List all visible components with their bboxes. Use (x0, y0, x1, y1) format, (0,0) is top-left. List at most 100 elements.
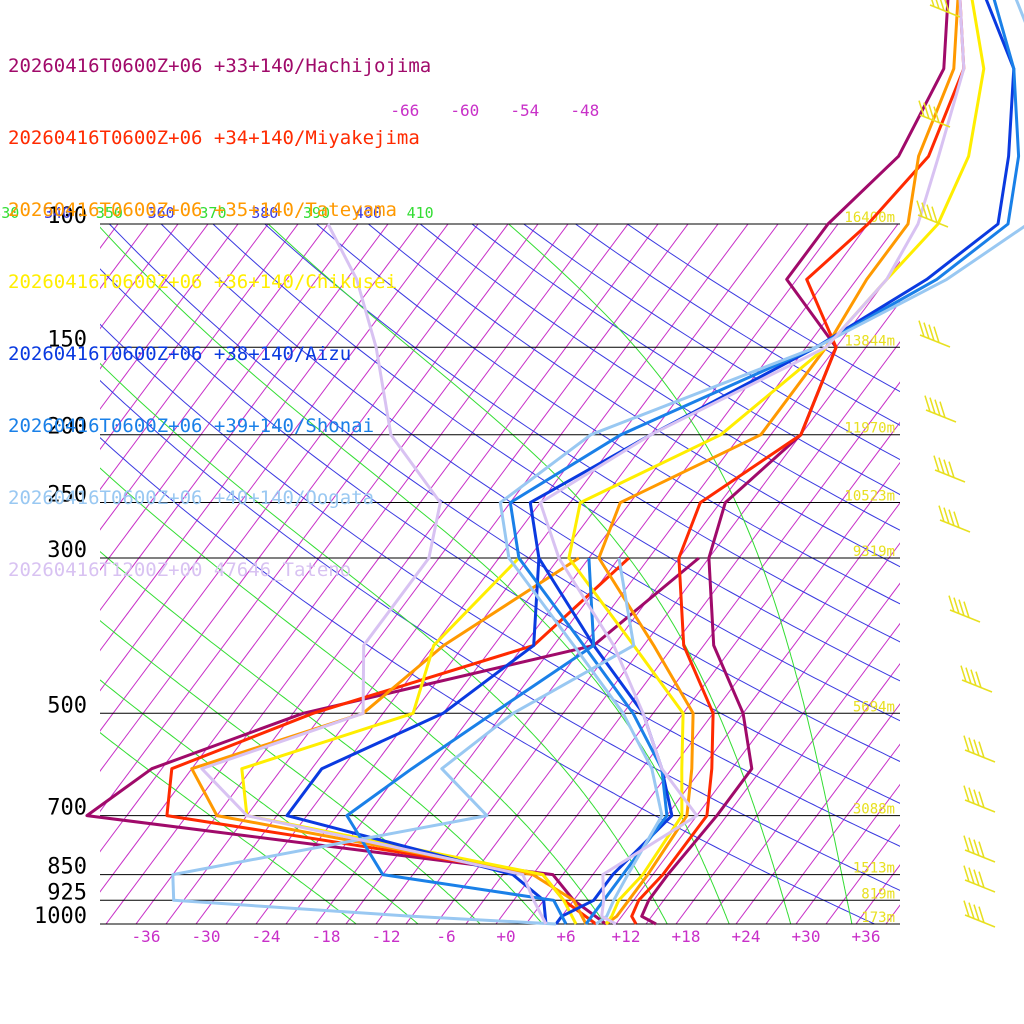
height-label: 13844m (844, 333, 895, 349)
wind-barb (918, 100, 951, 128)
isotherm-line (255, 224, 779, 924)
moist-adiabat-line (100, 619, 481, 924)
legend-entry: 20260416T1200Z+00 47646_Tateno (8, 559, 352, 581)
isotherm-line (735, 703, 900, 924)
legend-entry: 20260416T0600Z+06 +33+140/Hachijojima (8, 55, 432, 77)
temperature-tick-label: -6 (436, 927, 455, 946)
legend-entry: 20260416T0600Z+06 +35+140/Tateyama (8, 199, 397, 221)
isotherm-line (100, 224, 359, 571)
isotherm-line (100, 224, 419, 652)
sounding-profiles (85, 0, 1024, 926)
height-label: 10523m (844, 489, 895, 505)
temperature-profile (640, 0, 950, 926)
moist-adiabat-line (100, 731, 358, 924)
height-labels: 16400m 13844m 11970m 10523m 9319m 5694m 3088m 1… (844, 210, 895, 926)
moist-adiabat-line (100, 467, 606, 924)
pressure-label: 1000 (34, 904, 87, 929)
temperature-tick-label: -36 (132, 927, 161, 946)
upper-isotherm-label: -54 (510, 101, 539, 120)
legend-entry: 20260416T0600Z+06 +34+140/Miyakejima (8, 127, 420, 149)
dry-adiabat-line (315, 224, 900, 605)
temperature-profile (597, 0, 960, 926)
upper-isotherm-label: -48 (570, 101, 599, 120)
isotherm-line (905, 69, 1024, 939)
isotherm-line (100, 224, 539, 813)
temperature-tick-label: -24 (252, 927, 281, 946)
isotherm-line (100, 224, 599, 893)
theta-label: 400 (355, 204, 382, 222)
pressure-label: 850 (47, 855, 87, 880)
pressure-label: 250 (47, 483, 87, 508)
isotherm-line (100, 224, 389, 612)
isotherm-line (705, 663, 900, 924)
wind-barb (916, 200, 949, 228)
dewpoint-profile (171, 557, 636, 926)
moist-adiabat-line (508, 224, 853, 924)
moist-adiabat-line (267, 224, 792, 924)
theta-label: 360 (148, 204, 175, 222)
temperature-tick-label: +30 (792, 927, 821, 946)
temperature-tick-label: -30 (192, 927, 221, 946)
temperature-tick-label: -18 (312, 927, 341, 946)
isotherm-line (405, 260, 900, 924)
isotherm-line (100, 224, 329, 531)
pressure-label: 100 (47, 204, 87, 229)
isotherm-line (100, 224, 449, 692)
wind-barb (918, 320, 951, 348)
dry-adiabat-line (100, 268, 900, 804)
dewpoint-profile (200, 223, 548, 925)
pressure-label: 925 (47, 880, 87, 905)
dry-adiabat-line (100, 379, 900, 891)
temperature-profile (567, 0, 986, 925)
upper-isotherm-label: -60 (450, 101, 479, 120)
height-label: 173m (861, 910, 895, 926)
isotherm-line (285, 224, 809, 924)
dry-adiabat-line (100, 437, 876, 924)
moist-adiabat-line (100, 679, 419, 924)
dry-adiabat-line (100, 323, 900, 847)
theta-label: 330 (0, 204, 19, 222)
wind-barb (948, 595, 981, 623)
legend-entry: 20260416T0600Z+06 +40+140/Oogata (8, 487, 375, 509)
temperature-tick-labels: -36 -30 -24 -18 -12 -6 +0 +6 +12 +18 +24 +30 +36 (132, 927, 881, 946)
isotherm-line (965, 69, 1024, 939)
isotherm-line (165, 224, 689, 924)
temperature-tick-label: +24 (732, 927, 761, 946)
temperature-tick-label: +0 (496, 927, 515, 946)
wind-barb (924, 395, 957, 423)
legend-entry: 20260416T0600Z+06 +38+140/Aizu (8, 343, 352, 365)
isotherm-line (435, 300, 900, 924)
dry-adiabat-line (367, 224, 900, 568)
isotherm-grid (100, 69, 1024, 939)
wind-barb (960, 665, 993, 693)
dewpoint-profile (345, 557, 596, 925)
wind-barb (963, 785, 996, 813)
upper-isotherm-labels: -66 -60 -54 -48 (390, 101, 599, 120)
isotherm-line (100, 224, 509, 772)
temperature-tick-label: +18 (672, 927, 701, 946)
theta-labels: 0320330340350360370380390400410 (0, 204, 434, 222)
moist-adiabat-grid (100, 224, 853, 924)
height-label: 819m (861, 886, 895, 902)
height-label: 9319m (853, 544, 895, 560)
theta-label: 340 (44, 204, 71, 222)
isotherm-line (465, 341, 900, 924)
dry-adiabat-line (108, 224, 900, 763)
isotherm-line (135, 224, 659, 924)
wind-barb (963, 900, 996, 928)
dry-adiabat-line (212, 224, 900, 682)
temperature-tick-label: +6 (556, 927, 575, 946)
legend: 20260416T0600Z+06 +33+140/Hachijojima 20… (8, 6, 431, 606)
legend-entry: 20260416T0600Z+06 +36+140/Chikusei (8, 271, 397, 293)
dry-adiabat-line (471, 224, 900, 496)
wind-barb (929, 0, 961, 18)
isotherm-line (100, 224, 479, 732)
temperature-tick-label: -12 (372, 927, 401, 946)
dry-adiabat-line (160, 224, 900, 722)
isotherm-line (645, 582, 900, 924)
height-label: 16400m (844, 210, 895, 226)
wind-barb (963, 735, 996, 763)
temperature-profile (538, 0, 966, 926)
isotherm-line (995, 69, 1024, 939)
